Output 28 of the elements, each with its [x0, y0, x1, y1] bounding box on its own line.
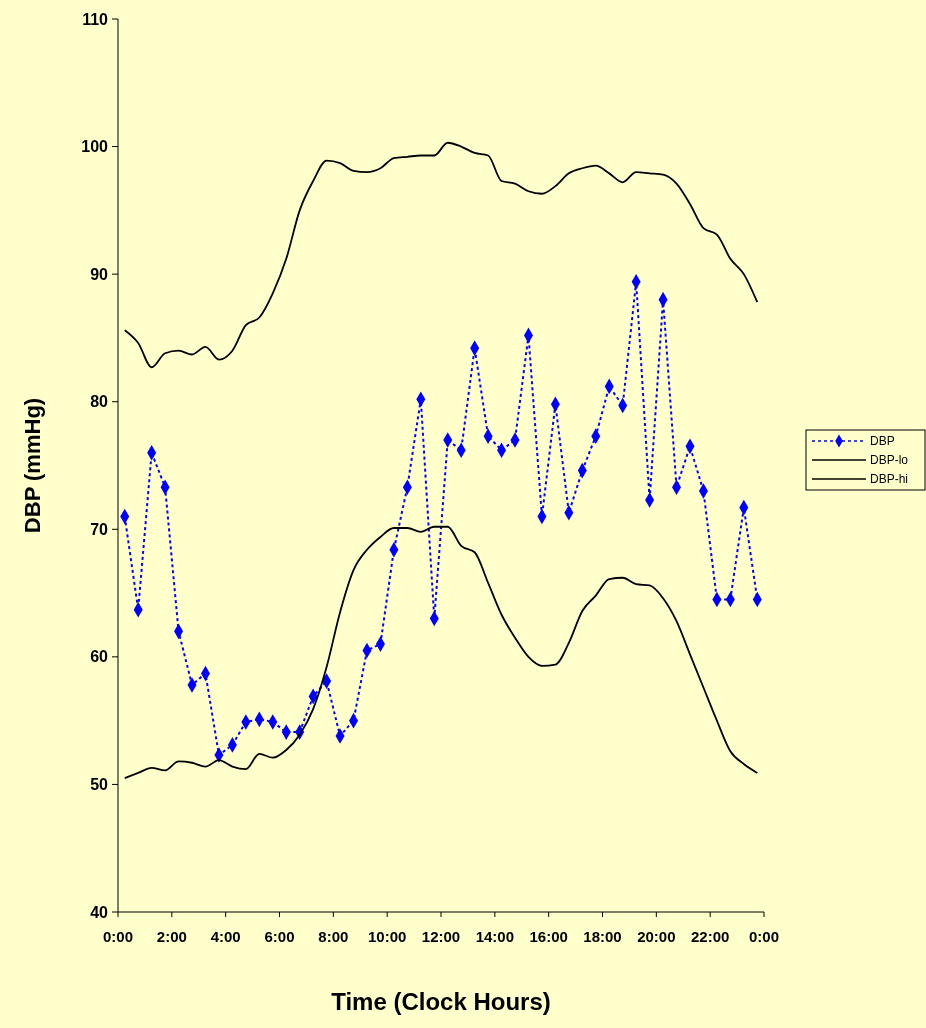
x-tick-label: 16:00 — [529, 928, 568, 945]
x-tick-label: 22:00 — [690, 928, 730, 945]
y-axis-title: DBP (mmHg) — [20, 397, 45, 534]
y-tick-label: 100 — [81, 138, 109, 156]
legend-label: DBP-lo — [870, 453, 909, 468]
y-tick-label: 80 — [90, 393, 109, 411]
legend-label: DBP — [870, 434, 895, 449]
line-series — [123, 141, 759, 369]
x-tick-label: 10:00 — [367, 928, 407, 945]
x-tick-label: 0:00 — [748, 928, 780, 945]
y-tick-label: 50 — [90, 776, 109, 794]
y-tick-label: 70 — [90, 520, 109, 538]
x-tick-label: 14:00 — [475, 928, 515, 945]
x-tick-label: 12:00 — [421, 928, 461, 945]
x-tick-label: 8:00 — [318, 928, 349, 945]
y-tick-label: 90 — [90, 265, 109, 283]
y-tick-label: 40 — [90, 903, 109, 921]
x-tick-label: 0:00 — [102, 928, 134, 945]
x-tick-label: 20:00 — [637, 928, 676, 945]
line-series — [123, 525, 759, 779]
x-tick-label: 18:00 — [583, 928, 622, 945]
x-tick-label: 6:00 — [264, 928, 295, 945]
x-tick-label: 4:00 — [210, 928, 241, 945]
y-tick-label: 60 — [90, 648, 109, 666]
y-tick-label: 110 — [82, 10, 109, 28]
legend-label: DBP-hi — [870, 472, 909, 487]
x-tick-label: 2:00 — [156, 928, 187, 945]
x-axis-title: Time (Clock Hours) — [331, 988, 551, 1015]
